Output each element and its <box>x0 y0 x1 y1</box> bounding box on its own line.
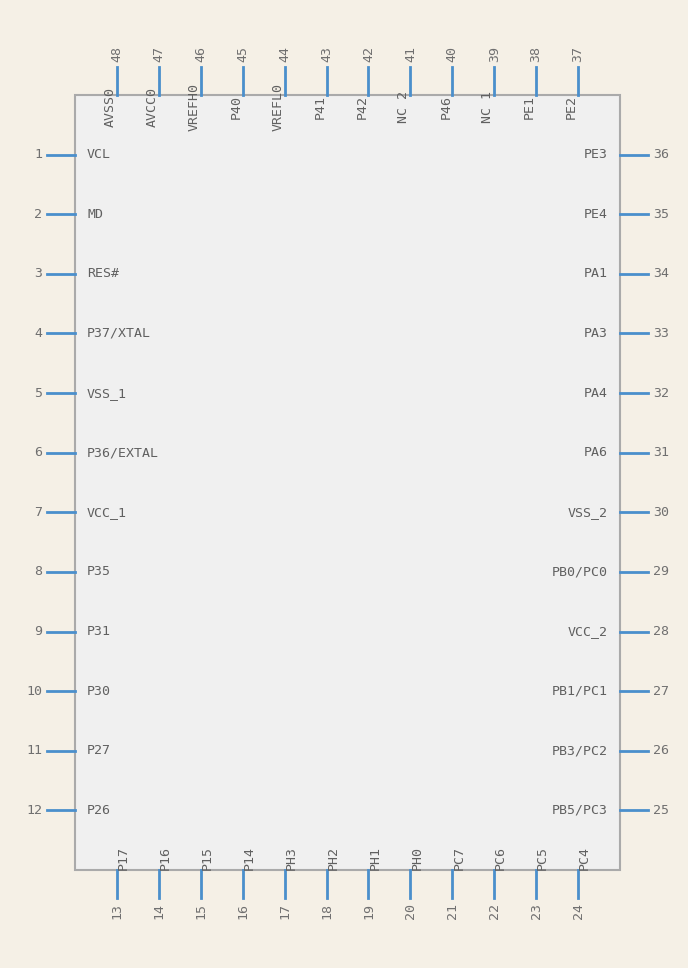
Text: 15: 15 <box>194 903 207 919</box>
Text: P30: P30 <box>87 684 111 698</box>
Text: 5: 5 <box>34 386 42 400</box>
Text: 28: 28 <box>653 625 669 638</box>
Text: P27: P27 <box>87 744 111 757</box>
Text: 22: 22 <box>488 903 501 919</box>
Text: 35: 35 <box>653 208 669 221</box>
Text: PH1: PH1 <box>369 846 381 870</box>
Text: VCC_1: VCC_1 <box>87 506 127 519</box>
Text: 36: 36 <box>653 148 669 161</box>
Text: 12: 12 <box>26 803 42 817</box>
Text: 18: 18 <box>320 903 333 919</box>
Text: 24: 24 <box>572 903 585 919</box>
Text: 7: 7 <box>34 506 42 519</box>
Text: P16: P16 <box>159 846 172 870</box>
Text: P41: P41 <box>314 95 327 119</box>
Text: PC4: PC4 <box>578 846 591 870</box>
Text: PH0: PH0 <box>410 846 423 870</box>
Text: PE1: PE1 <box>523 95 536 119</box>
Text: PA4: PA4 <box>584 386 608 400</box>
Text: 45: 45 <box>236 46 249 62</box>
Text: PE4: PE4 <box>584 208 608 221</box>
Text: 42: 42 <box>362 46 375 62</box>
Bar <box>75 95 620 870</box>
Text: PH3: PH3 <box>285 846 298 870</box>
Text: PB1/PC1: PB1/PC1 <box>552 684 608 698</box>
Text: 19: 19 <box>362 903 375 919</box>
Text: VREFL0: VREFL0 <box>272 83 285 131</box>
Text: 21: 21 <box>446 903 459 919</box>
Text: VSS_1: VSS_1 <box>87 386 127 400</box>
Text: P42: P42 <box>356 95 369 119</box>
Text: P40: P40 <box>230 95 243 119</box>
Text: 4: 4 <box>34 327 42 340</box>
Text: 14: 14 <box>152 903 165 919</box>
Text: 8: 8 <box>34 565 42 579</box>
Text: 38: 38 <box>530 46 543 62</box>
Text: PH2: PH2 <box>327 846 340 870</box>
Text: PB5/PC3: PB5/PC3 <box>552 803 608 817</box>
Text: PA1: PA1 <box>584 267 608 281</box>
Text: 23: 23 <box>530 903 543 919</box>
Text: P17: P17 <box>117 846 130 870</box>
Text: 1: 1 <box>34 148 42 161</box>
Text: P46: P46 <box>440 95 452 119</box>
Text: P37/XTAL: P37/XTAL <box>87 327 151 340</box>
Text: 48: 48 <box>110 46 123 62</box>
Text: 40: 40 <box>446 46 459 62</box>
Text: 26: 26 <box>653 744 669 757</box>
Text: PB0/PC0: PB0/PC0 <box>552 565 608 579</box>
Text: AVSS0: AVSS0 <box>104 87 117 127</box>
Text: 20: 20 <box>404 903 417 919</box>
Text: 47: 47 <box>152 46 165 62</box>
Text: AVCC0: AVCC0 <box>146 87 159 127</box>
Text: 3: 3 <box>34 267 42 281</box>
Text: 39: 39 <box>488 46 501 62</box>
Text: P15: P15 <box>201 846 214 870</box>
Text: 27: 27 <box>653 684 669 698</box>
Text: PA6: PA6 <box>584 446 608 459</box>
Text: 13: 13 <box>110 903 123 919</box>
Text: VREFH0: VREFH0 <box>188 83 201 131</box>
Text: 9: 9 <box>34 625 42 638</box>
Text: 41: 41 <box>404 46 417 62</box>
Text: 32: 32 <box>653 386 669 400</box>
Text: PC5: PC5 <box>536 846 549 870</box>
Text: 37: 37 <box>572 46 585 62</box>
Text: 25: 25 <box>653 803 669 817</box>
Text: 2: 2 <box>34 208 42 221</box>
Text: 33: 33 <box>653 327 669 340</box>
Text: P35: P35 <box>87 565 111 579</box>
Text: 10: 10 <box>26 684 42 698</box>
Text: 44: 44 <box>278 46 291 62</box>
Text: VCC_2: VCC_2 <box>568 625 608 638</box>
Text: P36/EXTAL: P36/EXTAL <box>87 446 159 459</box>
Text: 31: 31 <box>653 446 669 459</box>
Text: 11: 11 <box>26 744 42 757</box>
Text: PE2: PE2 <box>565 95 578 119</box>
Text: 17: 17 <box>278 903 291 919</box>
Text: 46: 46 <box>194 46 207 62</box>
Text: PB3/PC2: PB3/PC2 <box>552 744 608 757</box>
Text: RES#: RES# <box>87 267 119 281</box>
Text: PE3: PE3 <box>584 148 608 161</box>
Text: 16: 16 <box>236 903 249 919</box>
Text: NC 1: NC 1 <box>481 91 494 123</box>
Text: PC7: PC7 <box>452 846 465 870</box>
Text: VSS_2: VSS_2 <box>568 506 608 519</box>
Text: P31: P31 <box>87 625 111 638</box>
Text: VCL: VCL <box>87 148 111 161</box>
Text: MD: MD <box>87 208 103 221</box>
Text: 29: 29 <box>653 565 669 579</box>
Text: PA3: PA3 <box>584 327 608 340</box>
Text: 43: 43 <box>320 46 333 62</box>
Text: P14: P14 <box>243 846 256 870</box>
Text: PC6: PC6 <box>494 846 507 870</box>
Text: 30: 30 <box>653 506 669 519</box>
Text: NC 2: NC 2 <box>398 91 410 123</box>
Text: P26: P26 <box>87 803 111 817</box>
Text: 6: 6 <box>34 446 42 459</box>
Text: 34: 34 <box>653 267 669 281</box>
